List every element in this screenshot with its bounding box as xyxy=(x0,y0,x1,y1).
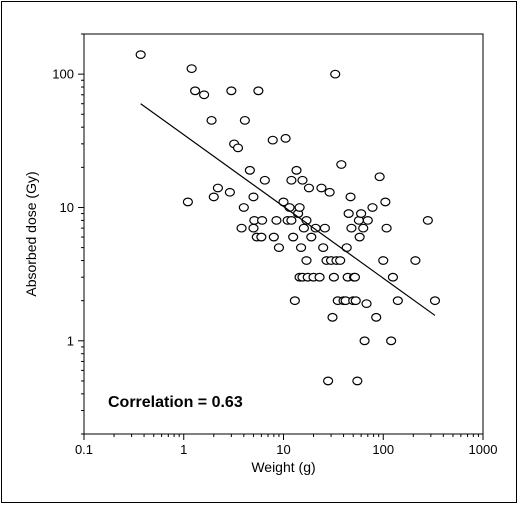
data-point xyxy=(354,232,365,242)
data-point xyxy=(335,256,346,265)
data-point xyxy=(301,256,312,265)
data-point xyxy=(324,187,335,197)
data-point xyxy=(387,272,399,282)
data-point xyxy=(267,135,278,145)
data-point xyxy=(238,203,249,212)
y-axis: 1 10 100 xyxy=(52,33,84,435)
data-point xyxy=(259,175,270,185)
data-point xyxy=(271,215,282,225)
data-point xyxy=(199,90,210,100)
data-point xyxy=(256,232,267,242)
data-point xyxy=(359,336,370,346)
data-point xyxy=(280,133,291,143)
data-point xyxy=(410,256,421,265)
data-point xyxy=(190,86,201,96)
x-tick-label: 0.1 xyxy=(75,442,93,457)
data-point xyxy=(294,203,305,212)
data-point xyxy=(386,336,397,346)
data-point xyxy=(361,299,372,309)
data-point xyxy=(182,197,193,207)
data-point xyxy=(236,223,247,233)
data-point xyxy=(206,115,217,125)
data-point xyxy=(288,232,299,242)
data-point xyxy=(286,175,297,185)
data-point xyxy=(253,86,264,96)
data-point xyxy=(362,215,373,225)
data-point xyxy=(268,232,279,242)
plot-area xyxy=(83,33,484,435)
data-point xyxy=(330,69,341,79)
data-point xyxy=(374,172,385,182)
correlation-annotation: Correlation = 0.63 xyxy=(108,394,243,411)
data-point xyxy=(186,64,197,74)
data-point xyxy=(367,203,378,212)
data-point xyxy=(316,183,327,193)
y-axis-title: Absorbed dose (Gy) xyxy=(23,171,39,296)
data-point xyxy=(244,165,255,175)
x-tick-label: 1 xyxy=(180,442,187,457)
data-point xyxy=(286,215,297,225)
data-point xyxy=(356,209,367,218)
data-point xyxy=(346,223,357,233)
data-point xyxy=(352,376,363,386)
data-point xyxy=(297,175,308,185)
data-point xyxy=(226,86,237,96)
data-point xyxy=(303,183,315,193)
data-point xyxy=(345,192,356,202)
data-point xyxy=(273,243,285,253)
data-point xyxy=(318,243,329,253)
data-point xyxy=(289,296,300,306)
x-tick-label: 1000 xyxy=(469,442,498,457)
data-point xyxy=(422,215,433,225)
data-point xyxy=(295,243,307,253)
data-point xyxy=(232,143,244,153)
data-point xyxy=(381,223,392,233)
y-tick-label: 1 xyxy=(67,333,74,348)
data-point xyxy=(336,160,347,169)
data-point xyxy=(256,215,268,225)
data-point xyxy=(378,256,389,265)
x-tick-label: 10 xyxy=(276,442,290,457)
data-point xyxy=(429,296,441,306)
data-point xyxy=(306,232,317,242)
y-tick-label: 100 xyxy=(52,67,74,82)
data-point xyxy=(327,312,338,322)
data-point xyxy=(298,223,309,233)
data-point xyxy=(380,197,391,207)
data-point xyxy=(239,115,250,125)
data-point xyxy=(248,192,259,202)
data-point xyxy=(291,165,302,175)
trend-line xyxy=(140,103,436,316)
x-axis: 0.1 1 10 100 1000 xyxy=(75,434,498,457)
data-point xyxy=(328,272,339,282)
data-point xyxy=(212,183,224,193)
data-points xyxy=(135,50,441,386)
data-point xyxy=(343,209,354,218)
data-point xyxy=(208,192,219,202)
data-point xyxy=(310,223,321,233)
data-point xyxy=(392,296,403,306)
data-point xyxy=(371,312,382,322)
data-point xyxy=(224,187,235,197)
data-point xyxy=(314,272,325,282)
data-point xyxy=(350,296,361,306)
data-point xyxy=(248,223,259,233)
data-point xyxy=(349,272,361,282)
x-axis-title: Weight (g) xyxy=(251,459,315,475)
y-tick-label: 10 xyxy=(60,200,74,215)
data-point xyxy=(323,376,334,386)
data-point xyxy=(358,223,369,233)
data-point xyxy=(319,223,330,233)
data-point xyxy=(135,50,146,60)
x-tick-label: 100 xyxy=(372,442,394,457)
